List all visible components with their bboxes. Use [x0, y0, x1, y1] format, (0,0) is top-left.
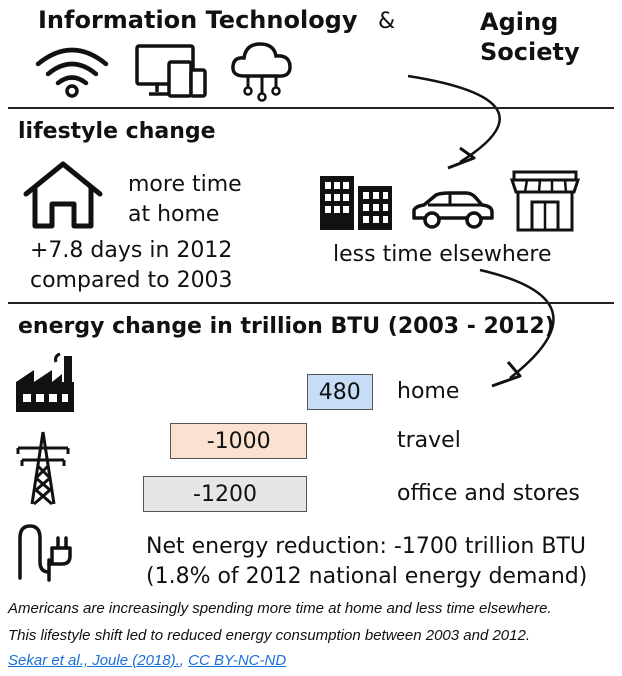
caption-citation: Sekar et al., Joule (2018)., CC BY-NC-ND	[8, 652, 286, 669]
caption-line2: This lifestyle shift led to reduced ener…	[8, 627, 530, 644]
days-line1: +7.8 days in 2012	[30, 238, 233, 263]
citation-link[interactable]: Sekar et al., Joule (2018).	[8, 652, 180, 669]
bar-office-stores: -1200	[143, 476, 307, 512]
house-icon	[23, 161, 103, 229]
days-line2: compared to 2003	[30, 268, 233, 293]
bar-value-office-stores: -1200	[193, 481, 257, 507]
energy-bar-chart: 480 -1000 -1200 home travel office and s…	[143, 374, 580, 512]
devices-icon	[135, 44, 207, 98]
category-label-travel: travel	[397, 428, 461, 453]
ampersand: &	[378, 9, 396, 34]
car-icon	[412, 191, 494, 229]
category-label-office-stores: office and stores	[397, 481, 580, 506]
wifi-icon	[35, 47, 109, 98]
bar-travel: -1000	[170, 423, 307, 459]
divider-top	[8, 107, 614, 109]
category-label-home: home	[397, 379, 460, 404]
bar-value-home: 480	[318, 379, 361, 405]
home-line2: at home	[128, 202, 220, 227]
it-title: Information Technology	[38, 6, 358, 34]
divider-middle	[8, 302, 614, 304]
net-line2: (1.8% of 2012 national energy demand)	[146, 564, 588, 589]
buildings-icon	[320, 176, 392, 230]
license-link[interactable]: CC BY-NC-ND	[188, 652, 287, 669]
bar-home: 480	[307, 374, 373, 410]
net-line1: Net energy reduction: -1700 trillion BTU	[146, 534, 586, 559]
factory-icon	[16, 352, 74, 412]
lifestyle-heading: lifestyle change	[18, 119, 216, 144]
aging-line2: Society	[480, 38, 580, 66]
plug-icon	[18, 524, 72, 582]
aging-line1: Aging	[480, 8, 559, 36]
energy-heading: energy change in trillion BTU (2003 - 20…	[18, 314, 555, 339]
bar-value-travel: -1000	[206, 428, 271, 454]
store-icon	[509, 170, 581, 232]
citation-separator: ,	[179, 652, 189, 669]
elsewhere-label: less time elsewhere	[333, 242, 552, 267]
cloud-icon	[231, 42, 292, 102]
home-line1: more time	[128, 172, 242, 197]
power-tower-icon	[16, 431, 70, 506]
caption-line1: Americans are increasingly spending more…	[8, 600, 552, 617]
